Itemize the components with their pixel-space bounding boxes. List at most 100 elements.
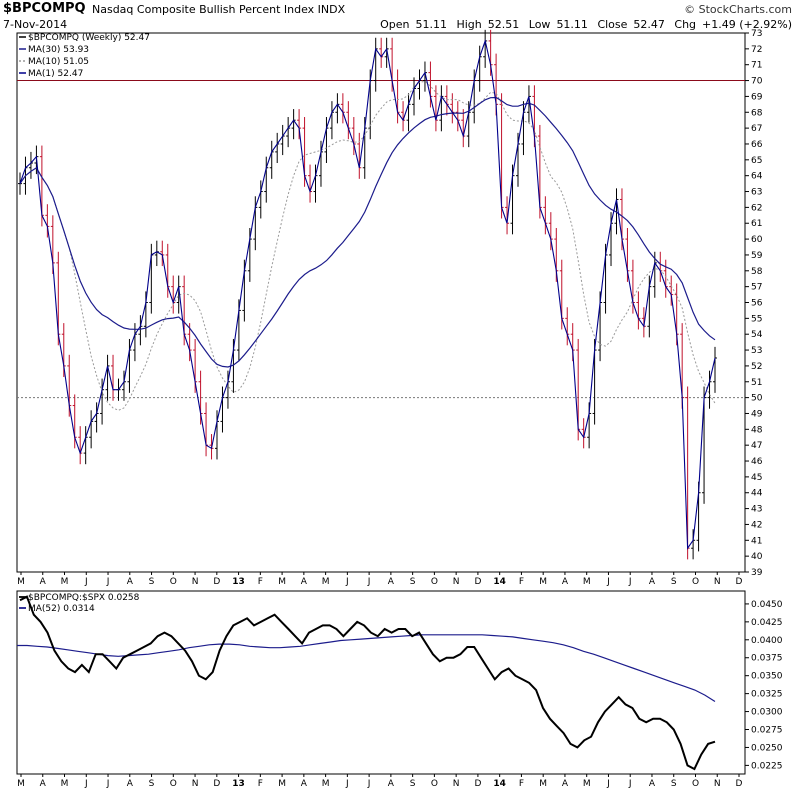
- price-y-tick-label: 73: [751, 29, 762, 39]
- ratio-x-tick-label: S: [671, 779, 677, 789]
- price-legend-item: MA(30) 53.93: [28, 45, 89, 55]
- price-y-tick-label: 50: [751, 394, 763, 404]
- price-y-tick-label: 65: [751, 156, 762, 166]
- price-x-tick-label: S: [410, 577, 416, 587]
- price-x-tick-label: 14: [493, 577, 506, 587]
- price-x-tick-label: A: [562, 577, 569, 587]
- price-y-tick-label: 43: [751, 505, 762, 515]
- price-y-tick-label: 60: [751, 235, 763, 245]
- ratio-x-tick-label: S: [410, 779, 416, 789]
- ratio-y-tick-label: 0.0275: [751, 726, 783, 736]
- price-x-tick-label: A: [127, 577, 134, 587]
- price-x-tick-label: M: [61, 577, 69, 587]
- price-x-tick-label: D: [736, 577, 743, 587]
- price-y-tick-label: 40: [751, 552, 763, 562]
- price-y-tick-label: 55: [751, 314, 762, 324]
- high-label: High: [456, 18, 482, 31]
- price-y-tick-label: 70: [751, 77, 763, 87]
- ratio-y-tick-label: 0.0450: [751, 600, 783, 610]
- price-y-tick-label: 42: [751, 520, 762, 530]
- price-x-tick-label: A: [301, 577, 308, 587]
- price-y-tick-label: 71: [751, 61, 762, 71]
- price-y-tick-label: 68: [751, 108, 763, 118]
- price-x-tick-label: M: [17, 577, 25, 587]
- price-x-tick-label: A: [388, 577, 395, 587]
- close-value: 52.47: [633, 18, 665, 31]
- quote-summary: Open 51.11 High 52.51 Low 51.11 Close 52.47 …: [374, 18, 792, 31]
- price-x-tick-label: J: [106, 577, 110, 587]
- price-x-tick-label: S: [149, 577, 155, 587]
- price-plot-frame: [16, 32, 746, 573]
- ratio-x-tick-label: O: [170, 779, 177, 789]
- price-y-tick-label: 49: [751, 409, 763, 419]
- price-legend-item: MA(10) 51.05: [28, 57, 89, 67]
- ratio-x-tick-label: S: [149, 779, 155, 789]
- price-x-tick-label: A: [649, 577, 656, 587]
- price-y-tick-label: 72: [751, 45, 762, 55]
- ratio-x-tick-label: M: [583, 779, 591, 789]
- ratio-x-tick-label: J: [606, 779, 610, 789]
- price-legend-item: MA(1) 52.47: [28, 69, 83, 79]
- price-y-tick-label: 46: [751, 457, 763, 467]
- ratio-x-tick-label: M: [17, 779, 25, 789]
- price-y-tick-label: 51: [751, 378, 762, 388]
- price-y-tick-label: 67: [751, 124, 762, 134]
- price-x-tick-label: F: [258, 577, 263, 587]
- ratio-x-tick-label: M: [322, 779, 330, 789]
- ratio-x-tick-label: D: [736, 779, 743, 789]
- index-name: Nasdaq Composite Bullish Percent Index I…: [92, 3, 345, 16]
- chg-value: +1.49 (+2.92%): [702, 18, 792, 31]
- price-x-tick-label: D: [474, 577, 481, 587]
- ratio-line: [19, 595, 716, 771]
- index-name-text: Nasdaq Composite Bullish Percent Index: [92, 3, 315, 16]
- ratio-x-tick-label: 13: [232, 779, 245, 789]
- ratio-x-tick-label: D: [213, 779, 220, 789]
- price-x-tick-label: O: [692, 577, 699, 587]
- price-x-tick-label: N: [714, 577, 721, 587]
- date-label: 7-Nov-2014: [3, 18, 68, 31]
- ratio-x-tick-label: J: [84, 779, 88, 789]
- ratio-x-tick-label: A: [40, 779, 47, 789]
- price-x-tick-label: D: [213, 577, 220, 587]
- ratio-ma52-line: [17, 634, 716, 703]
- ratio-x-tick-label: A: [127, 779, 134, 789]
- chart-header: $BPCOMPQ Nasdaq Composite Bullish Percen…: [0, 0, 800, 34]
- ratio-legend-item: $BPCOMPQ:$SPX 0.0258: [28, 593, 140, 603]
- price-y-tick-label: 53: [751, 346, 762, 356]
- ratio-y-tick-label: 0.0425: [751, 618, 783, 628]
- price-panel: 39 40 41 42 43 44 45 46 47 48 49 50 51 52 53 54 55 56 57 58…: [16, 29, 763, 587]
- price-x-tick-label: J: [367, 577, 371, 587]
- price-x-tick-label: O: [170, 577, 177, 587]
- ratio-panel: 0.0225 0.0250 0.0275 0.0300 0.0325 0.0350 0.03…: [16, 590, 783, 789]
- ratio-x-tick-label: J: [106, 779, 110, 789]
- price-y-tick-label: 69: [751, 92, 763, 102]
- price-x-tick-label: M: [583, 577, 591, 587]
- ratio-plot-frame: [16, 590, 746, 775]
- price-x-tick-label: A: [40, 577, 47, 587]
- price-y-tick-label: 45: [751, 473, 762, 483]
- price-x-tick-label: M: [322, 577, 330, 587]
- price-x-tick-label: F: [519, 577, 524, 587]
- ratio-x-tick-label: F: [258, 779, 263, 789]
- ratio-x-tick-label: O: [692, 779, 699, 789]
- ratio-y-tick-label: 0.0300: [751, 708, 783, 718]
- ratio-x-tick-label: J: [345, 779, 349, 789]
- ratio-y-tick-label: 0.0375: [751, 654, 783, 664]
- ratio-y-tick-label: 0.0250: [751, 743, 783, 753]
- ratio-x-tick-label: A: [301, 779, 308, 789]
- ratio-x-tick-label: M: [539, 779, 547, 789]
- price-y-tick-label: 47: [751, 441, 762, 451]
- open-value: 51.11: [415, 18, 447, 31]
- price-y-tick-label: 66: [751, 140, 763, 150]
- price-x-tick-label: J: [606, 577, 610, 587]
- price-y-tick-label: 44: [751, 489, 763, 499]
- price-x-tick-label: N: [453, 577, 460, 587]
- ratio-x-tick-label: J: [367, 779, 371, 789]
- ratio-x-tick-label: F: [519, 779, 524, 789]
- ratio-x-tick-label: A: [649, 779, 656, 789]
- close-label: Close: [597, 18, 628, 31]
- ratio-x-tick-label: M: [278, 779, 286, 789]
- ratio-x-tick-label: N: [453, 779, 460, 789]
- price-legend-item: $BPCOMPQ (Weekly) 52.47: [28, 33, 150, 43]
